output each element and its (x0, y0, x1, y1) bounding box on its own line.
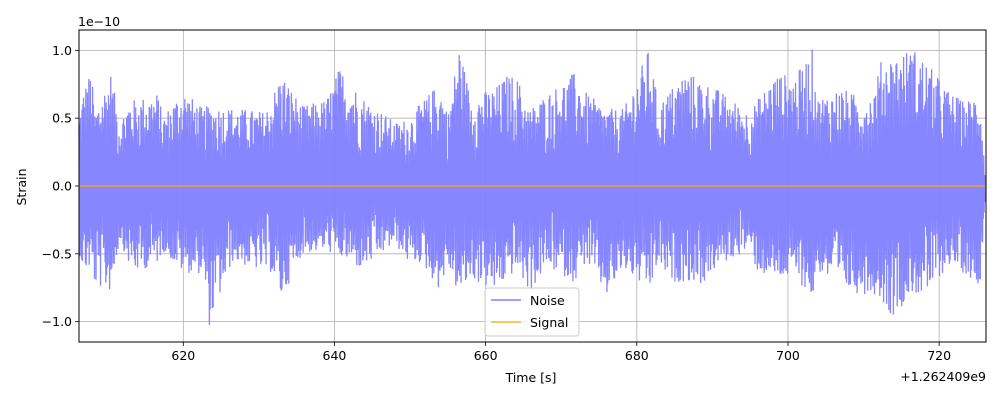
legend: Noise Signal (484, 287, 580, 337)
legend-signal-label: Signal (530, 315, 568, 330)
x-tick-label: 660 (474, 348, 498, 363)
x-tick-label: 720 (927, 348, 951, 363)
y-axis-ticks: −1.0 −0.5 0.0 0.5 1.0 (42, 43, 79, 329)
x-tick-label: 640 (323, 348, 347, 363)
y-tick-label: 1.0 (52, 43, 72, 58)
x-tick-label: 680 (625, 348, 649, 363)
y-tick-label: 0.5 (52, 111, 72, 126)
y-tick-label: 0.0 (52, 179, 72, 194)
y-tick-label: −0.5 (42, 246, 72, 261)
x-axis-label: Time [s] (505, 370, 557, 385)
legend-noise-label: Noise (530, 293, 565, 308)
x-axis-ticks: 620 640 660 680 700 720 (171, 342, 951, 363)
x-axis-offset: +1.262409e9 (900, 369, 986, 384)
y-axis-scale-factor: 1e−10 (78, 14, 120, 29)
noise-line (78, 49, 987, 325)
x-tick-label: 620 (171, 348, 195, 363)
noise-series (78, 49, 987, 325)
y-axis-label: Strain (14, 168, 29, 205)
y-tick-label: −1.0 (42, 314, 72, 329)
x-tick-label: 700 (776, 348, 800, 363)
